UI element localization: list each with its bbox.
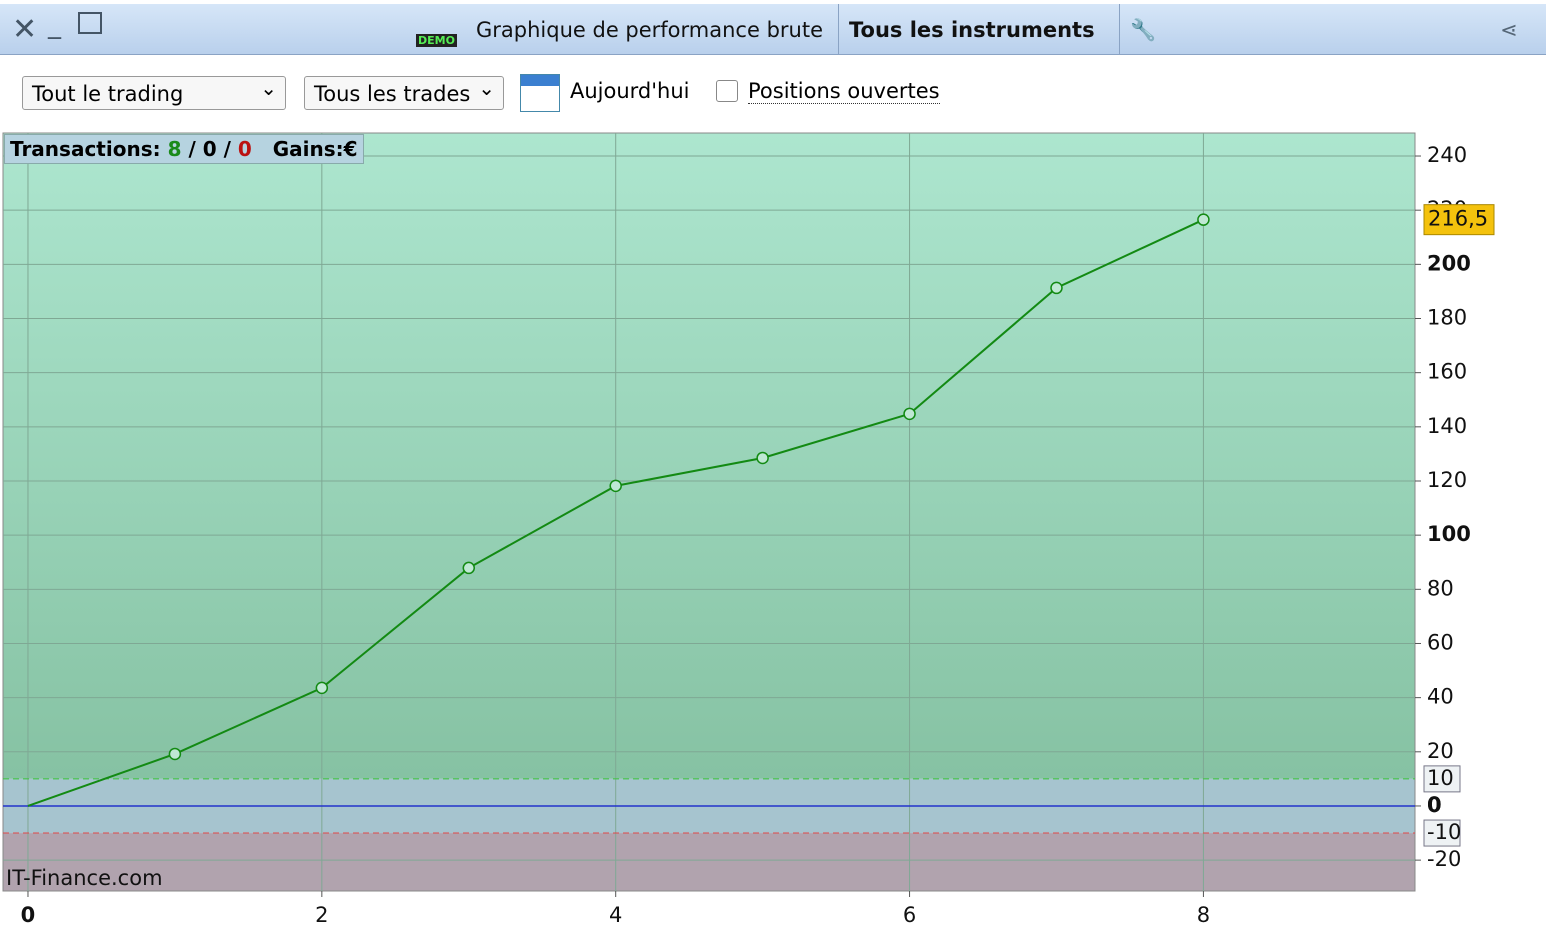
currency: € — [343, 137, 358, 161]
y-tick-label: 60 — [1427, 630, 1454, 654]
watermark: IT-Finance.com — [6, 866, 163, 890]
gains-label: Gains: — [272, 137, 344, 161]
info-label: Transactions: — [10, 137, 161, 161]
data-point — [609, 479, 622, 493]
chart: -200204060801001201401601802002202400246… — [2, 132, 1495, 927]
y-tick-label: 120 — [1427, 468, 1467, 492]
losses-count: 0 — [237, 137, 252, 161]
instrument-menu[interactable]: Tous les instruments — [849, 18, 1095, 42]
y-tick-label: 160 — [1427, 360, 1467, 384]
y-tick-label: 200 — [1427, 251, 1471, 275]
y-tick-label: 20 — [1427, 739, 1454, 763]
y-tick-label: -20 — [1427, 847, 1461, 871]
open-positions-label[interactable]: Positions ouvertes — [748, 79, 940, 104]
reference-label-box — [1423, 765, 1461, 793]
demo-badge: DEMO — [416, 34, 457, 47]
data-point — [756, 451, 769, 465]
reference-label-box — [1423, 819, 1461, 847]
settings-button[interactable]: 🔧 — [1130, 18, 1157, 42]
y-tick-label: 40 — [1427, 685, 1454, 709]
reference-label: 0 — [1427, 793, 1442, 817]
data-point — [315, 681, 329, 695]
data-point — [903, 407, 916, 421]
flat-count: 0 — [202, 137, 217, 161]
x-tick-label: 6 — [903, 903, 916, 927]
last-value-box — [1423, 204, 1495, 236]
reference-label: -10 — [1427, 820, 1461, 844]
trades-select[interactable]: Tous les trades — [304, 71, 504, 110]
date-button[interactable]: Aujourd'hui — [570, 79, 690, 103]
data-point — [168, 747, 182, 761]
data-point — [1197, 213, 1210, 226]
separator: / — [223, 137, 231, 161]
y-tick-label: 0 — [1427, 793, 1442, 817]
zone-positive — [3, 133, 1415, 779]
y-tick-label: 80 — [1427, 576, 1454, 600]
reference-label: 10 — [1427, 766, 1454, 790]
y-tick-label: 100 — [1427, 522, 1471, 546]
separator: / — [188, 137, 196, 161]
x-tick-label: 8 — [1197, 903, 1210, 927]
window-title: Graphique de performance brute — [476, 18, 824, 42]
share-button[interactable]: ⋖ — [1500, 18, 1518, 42]
scope-select[interactable]: Tout le trading — [22, 71, 286, 110]
plot-border — [2, 132, 1416, 892]
data-point — [462, 561, 476, 575]
zone-negative — [3, 833, 1415, 891]
x-tick-label: 0 — [21, 903, 36, 927]
wins-count: 8 — [167, 137, 182, 161]
y-tick-label: 140 — [1427, 414, 1467, 438]
title-bar: ✕ _ DEMO Graphique de performance brute … — [0, 4, 1546, 55]
y-tick-label: 240 — [1427, 143, 1467, 167]
close-button[interactable]: ✕ — [12, 12, 38, 47]
data-point — [1050, 281, 1063, 295]
info-box: Transactions: 8 / 0 / 0 Gains:€ — [4, 134, 364, 164]
calendar-icon[interactable] — [520, 74, 560, 112]
y-tick-label: 180 — [1427, 306, 1467, 330]
maximize-button[interactable] — [78, 12, 102, 34]
x-tick-label: 2 — [315, 903, 328, 927]
minimize-button[interactable]: _ — [48, 10, 61, 40]
x-tick-label: 4 — [609, 903, 622, 927]
last-value-label: 216,5 — [1428, 207, 1488, 231]
open-positions-checkbox[interactable] — [716, 80, 738, 102]
